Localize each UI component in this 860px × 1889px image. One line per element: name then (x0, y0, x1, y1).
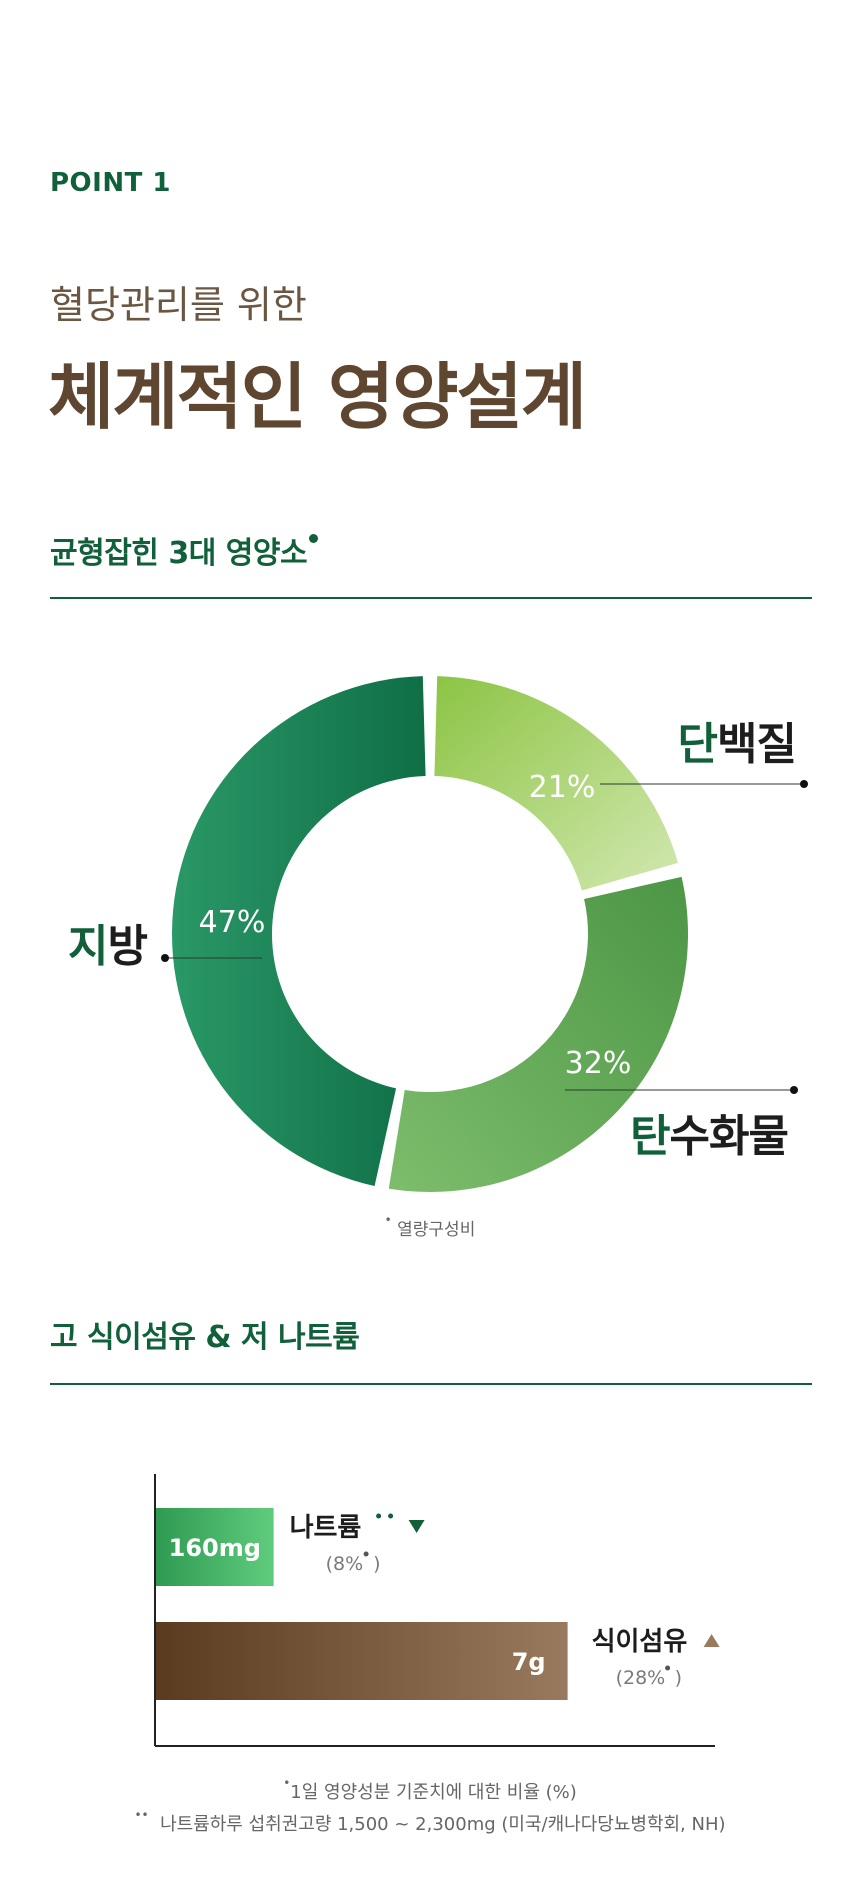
percent-footnote-dot-icon (665, 1665, 671, 1671)
percent-footnote-dot-icon (363, 1551, 369, 1557)
carb-percent-label: 32% (565, 1046, 632, 1081)
fiber-sodium-bar-chart: 160mg 나트륨 (8%) 7g 식이섬유 (28%) (154, 1474, 720, 1747)
section-macronutrients-heading: 균형잡힌 3대 영양소 (50, 528, 319, 572)
protein-label-rest: 백질 (717, 719, 797, 770)
protein-leader-dot (800, 780, 808, 788)
sodium-percent-label: (8% (326, 1553, 364, 1575)
carb-label-first: 탄 (630, 1111, 670, 1162)
carb-leader-dot (790, 1086, 798, 1094)
macronutrient-donut-chart: 21% 32% 47% (161, 676, 808, 1192)
page-subtitle: 혈당관리를 위한 (50, 283, 307, 327)
fat-leader-dot (161, 954, 169, 962)
trend-down-icon (408, 1520, 425, 1533)
section-divider (50, 1383, 812, 1385)
fat-label: 지방 (68, 910, 148, 974)
fat-percent-label: 47% (199, 905, 266, 940)
section-divider (50, 597, 812, 599)
point-label: POINT 1 (50, 168, 171, 198)
sodium-amount-label: 160mg (169, 1534, 261, 1562)
fat-label-rest: 방 (107, 921, 147, 972)
footnote-sodium: •• 나트륨하루 섭취권고량 1,500 ~ 2,300mg (미국/캐나다당뇨… (134, 1808, 726, 1835)
protein-label-first: 단 (677, 719, 718, 770)
sodium-category-label: 나트륨 (290, 1513, 362, 1543)
section-fiber-sodium-heading: 고 식이섬유 & 저 나트륨 (50, 1312, 360, 1356)
footnote-daily-value-text: 1일 영양성분 기준치에 대한 비율 (%) (290, 1782, 577, 1803)
trend-up-icon (703, 1634, 720, 1647)
fiber-category-label: 식이섬유 (592, 1627, 688, 1657)
page-title: 체계적인 영양설계 (48, 355, 587, 439)
protein-percent-label: 21% (529, 770, 596, 805)
sodium-footnote-dot-icon (388, 1513, 394, 1519)
svg-text:): ) (675, 1667, 682, 1689)
energy-ratio-note: • 열량구성비 (384, 1213, 476, 1240)
fiber-bar (156, 1622, 568, 1700)
sodium-footnote-dot-icon (376, 1513, 382, 1519)
footnote-daily-value: •1일 영양성분 기준치에 대한 비율 (%) (283, 1776, 577, 1803)
fat-slice (172, 676, 426, 1186)
protein-slice (434, 676, 679, 891)
fiber-amount-label: 7g (512, 1648, 546, 1676)
sodium-bar (156, 1508, 274, 1586)
footnote-sodium-text: 나트륨하루 섭취권고량 1,500 ~ 2,300mg (미국/캐나다당뇨병학회… (160, 1814, 726, 1835)
section-macronutrients-title: 균형잡힌 3대 영양소 (50, 536, 308, 571)
svg-text:): ) (373, 1553, 380, 1575)
footnote-dot-icon (309, 534, 319, 543)
carb-slice (388, 876, 688, 1192)
energy-ratio-note-text: 열량구성비 (397, 1220, 476, 1240)
fiber-percent-label: (28% (616, 1667, 666, 1689)
carb-label: 탄수화물 (630, 1100, 789, 1164)
carb-label-rest: 수화물 (669, 1111, 789, 1162)
protein-label: 단백질 (677, 708, 797, 772)
section-fiber-sodium-title: 고 식이섬유 & 저 나트륨 (50, 1320, 360, 1355)
fat-label-first: 지 (68, 921, 108, 972)
